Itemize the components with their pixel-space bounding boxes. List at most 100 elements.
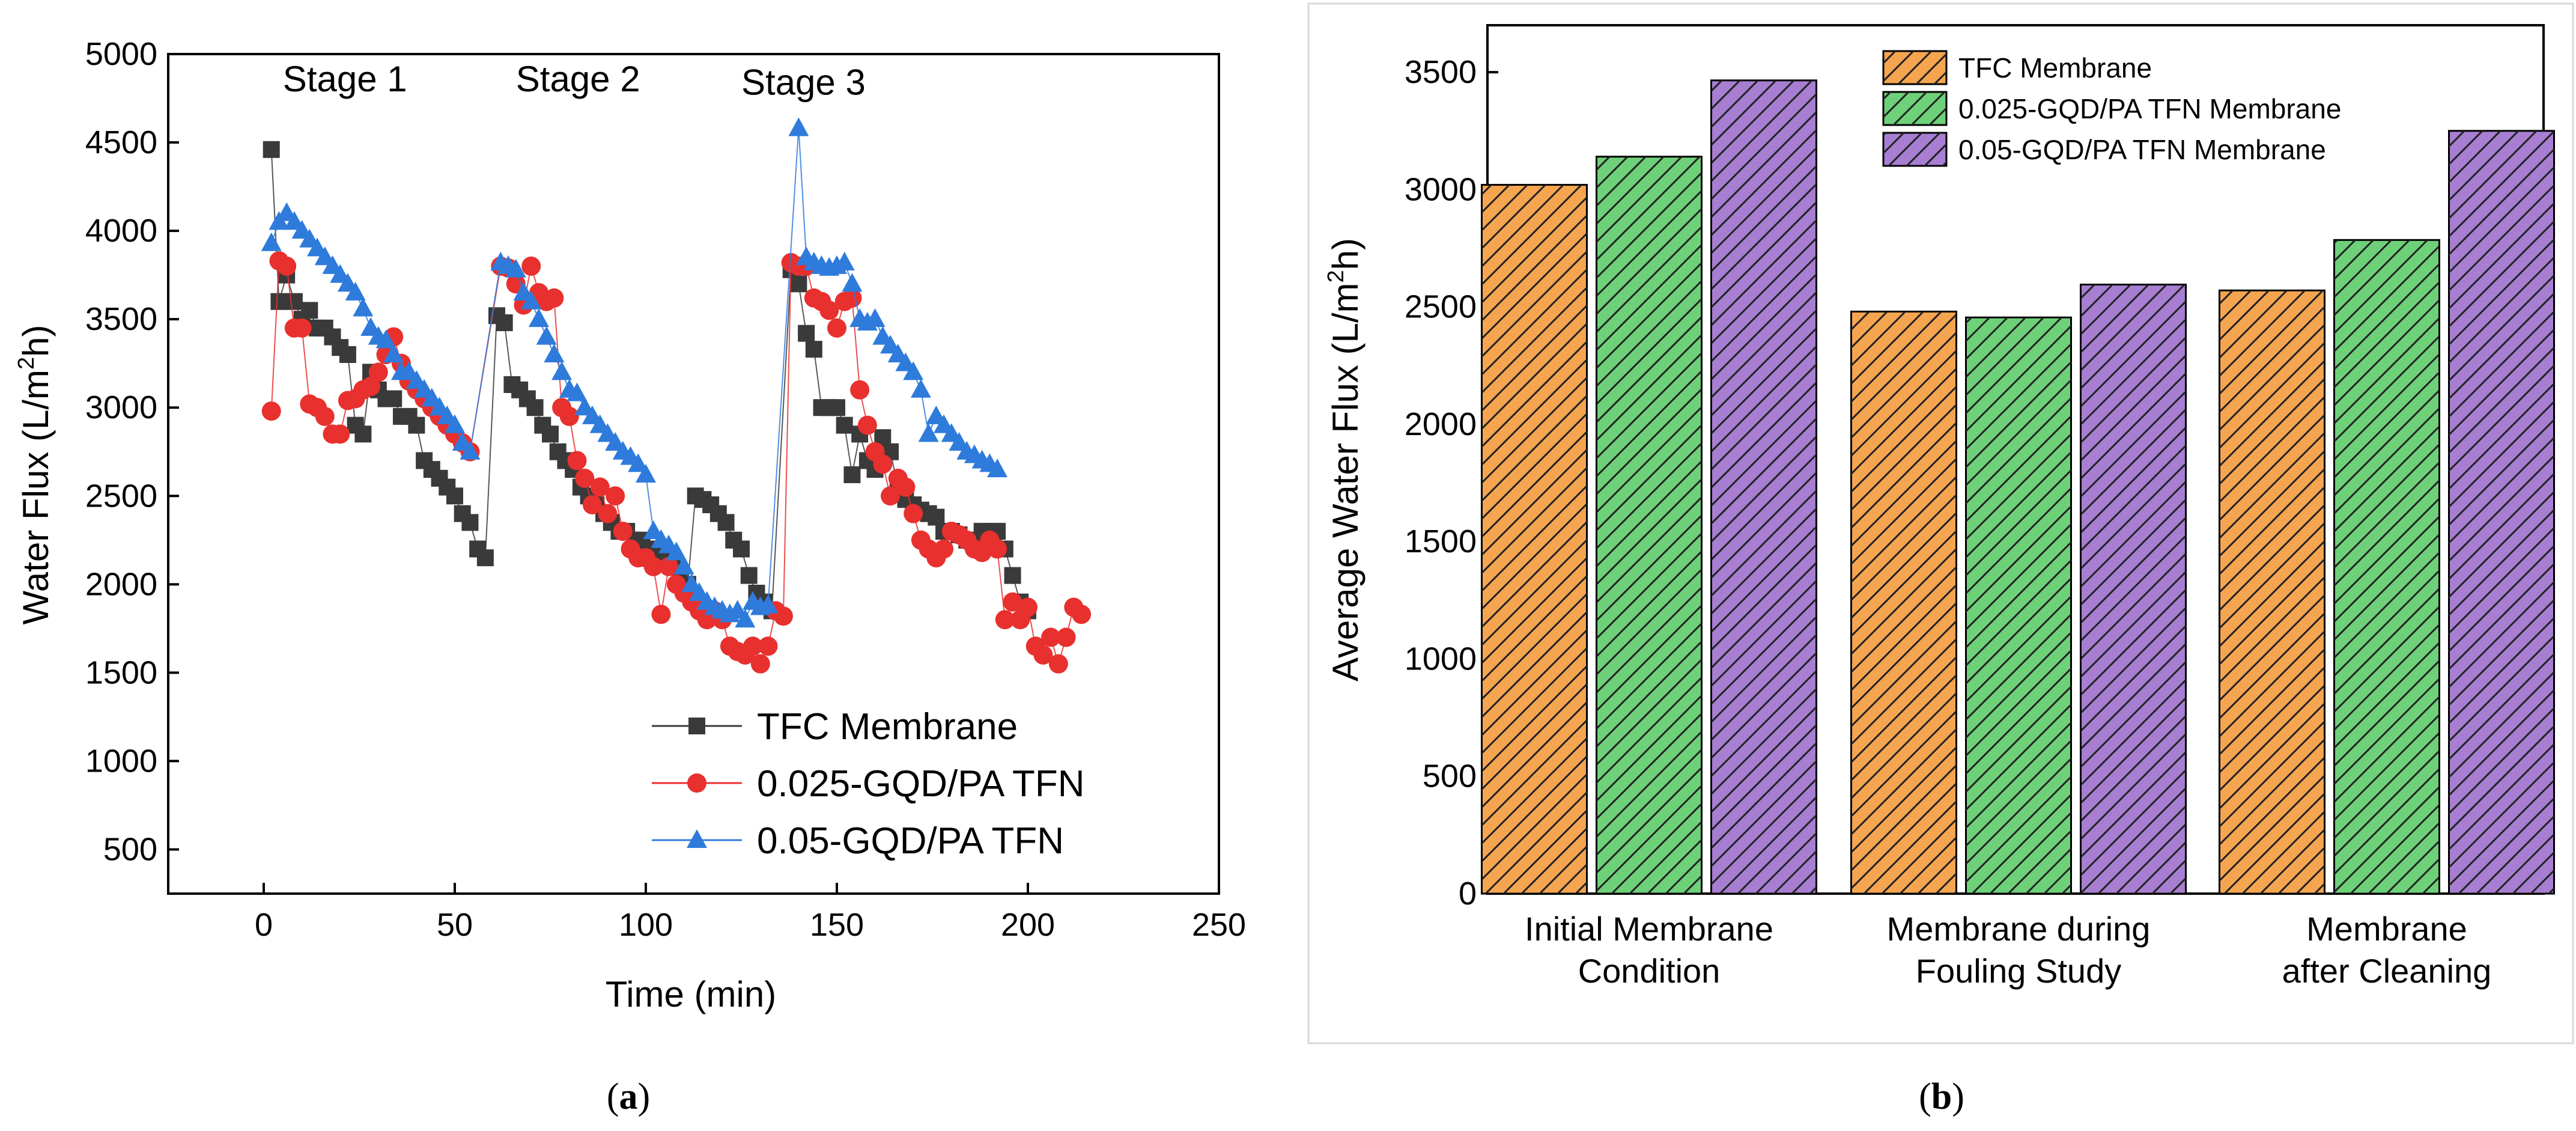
y-tick-label-b: 0 xyxy=(1459,876,1477,912)
data-point xyxy=(798,325,815,342)
data-point xyxy=(758,636,778,656)
data-point xyxy=(910,379,931,398)
data-point xyxy=(628,453,649,472)
y-tick-label-b: 1000 xyxy=(1405,641,1477,677)
data-point xyxy=(1056,627,1076,647)
legend-label: TFC Membrane xyxy=(757,706,1018,748)
data-point xyxy=(1048,654,1068,674)
y-tick-label-b: 2000 xyxy=(1405,406,1477,442)
data-point xyxy=(850,380,870,400)
y-tick-label-a: 2000 xyxy=(85,566,157,602)
category-label: Membrane during xyxy=(1887,910,2151,948)
category-labels-b: Initial Membrane Condition Membrane during… xyxy=(1525,910,2491,990)
legend-swatch-hatch xyxy=(1883,133,1946,166)
data-point xyxy=(666,541,687,561)
data-point xyxy=(544,288,564,308)
data-point xyxy=(1041,627,1061,647)
category-label: Condition xyxy=(1578,952,1721,990)
data-point xyxy=(285,293,303,310)
y-tick-label-b: 2500 xyxy=(1405,289,1477,325)
data-point xyxy=(301,302,318,319)
data-point xyxy=(461,514,479,531)
y-tick-label-a: 3000 xyxy=(85,389,157,425)
data-point xyxy=(315,406,335,426)
bar-hatch xyxy=(1596,156,1702,894)
legend-swatch-hatch xyxy=(1883,51,1946,84)
x-tick-label-a: 200 xyxy=(1001,907,1055,943)
panel-a: 0 50 100 150 200 250 500 1000 1500 2000 2500 3000 3… xyxy=(14,36,1246,1117)
data-point xyxy=(773,606,793,626)
bar-hatch xyxy=(2334,240,2440,894)
data-point xyxy=(864,308,886,328)
y-tick-label-a: 4500 xyxy=(85,124,157,160)
data-point xyxy=(750,654,770,674)
data-point xyxy=(551,361,573,380)
data-point xyxy=(1018,597,1037,617)
data-point xyxy=(1033,645,1053,665)
data-point xyxy=(1004,567,1021,584)
data-point xyxy=(987,459,1008,478)
y-axis-ticks-a: 500 1000 1500 2000 2500 3000 3500 4000 4500 5000 xyxy=(85,36,179,867)
data-point xyxy=(743,636,763,656)
data-point xyxy=(1003,592,1022,612)
data-point xyxy=(1072,605,1092,624)
y-tick-label-a: 500 xyxy=(103,831,157,867)
data-point xyxy=(261,232,282,251)
y-axis-label-a: Water Flux (L/m2h) xyxy=(14,325,56,625)
data-point xyxy=(567,382,588,401)
data-point xyxy=(733,540,750,558)
x-axis-label-a: Time (min) xyxy=(606,974,776,1014)
data-point xyxy=(446,487,463,505)
data-point xyxy=(819,300,839,320)
data-point xyxy=(827,318,846,338)
bar-group-b xyxy=(1481,79,2555,895)
x-tick-label-a: 100 xyxy=(619,907,673,943)
data-point xyxy=(834,252,855,271)
data-point xyxy=(904,504,923,523)
data-point xyxy=(353,297,374,317)
data-point xyxy=(873,454,893,474)
y-tick-label-a: 1500 xyxy=(85,654,157,690)
stage-annotations: Stage 1 Stage 2 Stage 3 xyxy=(283,59,866,103)
data-point xyxy=(361,376,381,396)
data-point xyxy=(526,399,544,416)
data-point xyxy=(385,390,402,407)
series-line xyxy=(270,260,1082,666)
data-point xyxy=(263,141,280,158)
data-point xyxy=(521,290,542,309)
data-point xyxy=(988,539,1007,559)
series-group-a xyxy=(261,117,1092,674)
data-point xyxy=(339,346,356,363)
legend-a: TFC Membrane 0.025-GQD/PA TFN 0.05-GQD/PA … xyxy=(652,706,1085,862)
data-point xyxy=(857,415,877,435)
data-point xyxy=(903,361,924,380)
panel-b: 0 500 1000 1500 2000 2500 3000 3500 Initial Mem… xyxy=(1307,2,2574,1117)
y-tick-label-a: 5000 xyxy=(85,36,157,72)
y-tick-label-b: 500 xyxy=(1423,758,1477,794)
legend-label: 0.05-GQD/PA TFN xyxy=(757,820,1064,862)
data-point xyxy=(918,423,939,442)
data-point xyxy=(842,273,863,292)
y-axis-label-b: Average Water Flux (L/m2h) xyxy=(1323,238,1365,681)
data-point xyxy=(643,556,663,576)
bar-hatch xyxy=(2449,130,2554,894)
data-point xyxy=(613,522,633,541)
data-point xyxy=(842,288,862,308)
category-label: after Cleaning xyxy=(2282,952,2492,990)
data-point xyxy=(881,486,901,506)
data-point xyxy=(292,318,312,338)
data-point xyxy=(896,477,916,497)
legend-marker xyxy=(687,773,706,793)
y-axis-ticks-b: 0 500 1000 1500 2000 2500 3000 3500 xyxy=(1405,54,1498,912)
bar-hatch xyxy=(2080,284,2186,894)
legend-swatch-hatch xyxy=(1883,92,1946,125)
data-point xyxy=(261,401,281,421)
panel-label-b: (b) xyxy=(1919,1076,1964,1117)
data-point xyxy=(521,256,541,276)
data-point xyxy=(673,555,694,575)
x-tick-label-a: 250 xyxy=(1192,907,1246,943)
data-point xyxy=(582,495,602,514)
data-point xyxy=(995,610,1015,630)
bar-hatch xyxy=(1851,311,1957,894)
